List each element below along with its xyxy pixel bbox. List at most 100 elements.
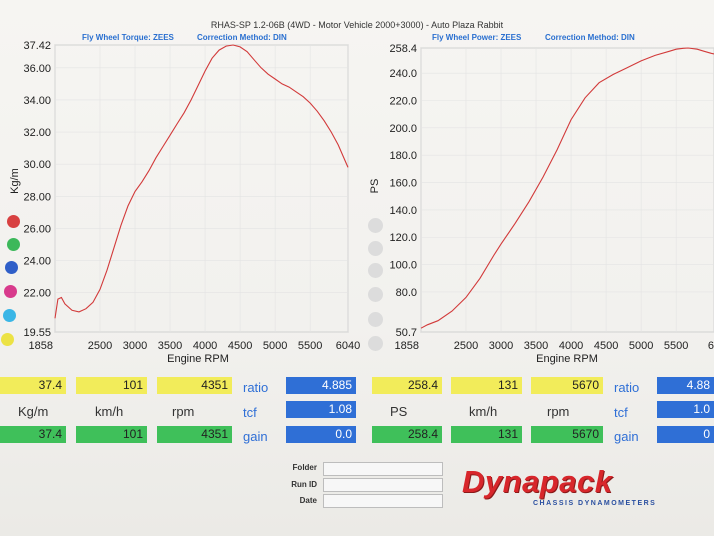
left-readout-speed-2: 101 [76, 426, 147, 443]
power-plot-frame [420, 47, 714, 333]
right-unit-power: PS [390, 404, 408, 419]
right-readout-power-2: 258.4 [372, 426, 442, 443]
right-readout-rpm-2: 5670 [531, 426, 603, 443]
series-dot-empty-6[interactable] [368, 336, 383, 351]
run-id-label: Run ID [291, 480, 317, 489]
right-value-ratio: 4.88 [657, 377, 714, 394]
series-dot-empty-1[interactable] [368, 218, 383, 233]
series-dot-cyan[interactable] [3, 309, 16, 322]
series-dot-empty-4[interactable] [368, 287, 383, 302]
folder-label: Folder [292, 463, 317, 472]
power-y-axis-label: PS [369, 179, 381, 194]
torque-curve [54, 44, 349, 319]
power-y-tick-label: 160.0 [389, 178, 417, 190]
torque-x-axis-label: Engine RPM [167, 353, 229, 365]
power-y-tick-label: 120.0 [389, 232, 417, 244]
torque-y-tick-label: 37.42 [23, 40, 51, 52]
torque-x-tick-label: 5500 [298, 340, 322, 352]
power-y-tick-label: 140.0 [389, 205, 417, 217]
power-x-axis-label: Engine RPM [536, 353, 598, 365]
left-unit-rpm: rpm [172, 404, 195, 419]
dynapack-logo: Dynapack [462, 464, 613, 499]
series-dot-green[interactable] [7, 238, 20, 251]
torque-y-tick-label: 32.00 [23, 127, 51, 139]
power-y-tick-label: 180.0 [389, 150, 417, 162]
left-label-tcf: tcf [243, 405, 257, 420]
power-chart: 1858 2500 3000 3500 4000 4500 5000 5500 60 258.4 2… [369, 43, 714, 365]
power-x-tick-label: 60 [708, 340, 714, 352]
series-dot-yellow[interactable] [1, 333, 14, 346]
run-id-field[interactable] [323, 478, 443, 492]
right-readout-speed-2: 131 [451, 426, 522, 443]
sheet-title: RHAS-SP 1.2-06B (4WD - Motor Vehicle 200… [210, 20, 504, 30]
right-subtitle-power: Fly Wheel Power: ZEES [432, 33, 522, 42]
left-unit-torque: Kg/m [18, 404, 49, 419]
right-unit-rpm: rpm [547, 404, 570, 419]
left-value-gain: 0.0 [286, 426, 356, 443]
power-y-tick-label: 80.0 [396, 287, 417, 299]
power-x-tick-label: 1858 [395, 340, 419, 352]
torque-y-tick-label: 36.00 [23, 63, 51, 75]
torque-y-tick-label: 22.00 [23, 288, 51, 300]
logo-tagline: CHASSIS DYNAMOMETERS [533, 500, 657, 507]
power-x-tick-label: 3500 [524, 340, 548, 352]
left-value-ratio: 4.885 [286, 377, 356, 394]
right-subtitle-correction: Correction Method: DIN [545, 33, 635, 42]
right-value-tcf: 1.0 [657, 401, 714, 418]
torque-y-tick-label: 24.00 [23, 256, 51, 268]
torque-chart: 1858 2500 3000 3500 4000 4500 5000 5500 6040 37.4… [9, 40, 360, 365]
right-unit-speed: km/h [469, 404, 498, 419]
power-x-tick-label: 3000 [489, 340, 513, 352]
power-y-tick-label: 100.0 [389, 260, 417, 272]
torque-x-tick-label: 6040 [336, 340, 360, 352]
torque-y-axis-label: Kg/m [9, 168, 21, 194]
torque-y-tick-label: 30.00 [23, 159, 51, 171]
right-label-gain: gain [614, 429, 639, 444]
left-label-gain: gain [243, 429, 268, 444]
date-label: Date [299, 496, 317, 505]
power-curve [420, 47, 714, 329]
torque-x-tick-label: 1858 [29, 340, 53, 352]
power-x-tick-label: 4000 [559, 340, 583, 352]
torque-x-tick-label: 3000 [123, 340, 147, 352]
torque-x-tick-label: 5000 [263, 340, 287, 352]
right-value-gain: 0 [657, 426, 714, 443]
series-dot-blue[interactable] [5, 261, 18, 274]
torque-y-tick-label: 28.00 [23, 191, 51, 203]
right-label-tcf: tcf [614, 405, 628, 420]
left-readout-torque: 37.4 [0, 377, 66, 394]
left-subtitle-correction: Correction Method: DIN [197, 33, 287, 42]
torque-x-tick-label: 2500 [88, 340, 112, 352]
torque-y-tick-label: 34.00 [23, 95, 51, 107]
series-dot-empty-3[interactable] [368, 263, 383, 278]
right-readout-speed: 131 [451, 377, 522, 394]
left-label-ratio: ratio [243, 380, 269, 395]
series-dot-empty-2[interactable] [368, 241, 383, 256]
power-x-tick-label: 2500 [454, 340, 478, 352]
torque-x-tick-label: 4500 [228, 340, 252, 352]
power-y-tick-label: 200.0 [389, 123, 417, 135]
torque-y-tick-label: 26.00 [23, 223, 51, 235]
left-readout-torque-2: 37.4 [0, 426, 66, 443]
left-readout-rpm-2: 4351 [157, 426, 232, 443]
right-readout-rpm: 5670 [531, 377, 603, 394]
left-subtitle-torque: Fly Wheel Torque: ZEES [82, 33, 174, 42]
power-x-tick-label: 5000 [629, 340, 653, 352]
torque-x-tick-label: 3500 [158, 340, 182, 352]
power-y-tick-label: 258.4 [389, 43, 417, 55]
power-y-tick-label: 220.0 [389, 96, 417, 108]
power-y-tick-label: 50.7 [396, 327, 417, 339]
right-readout-power: 258.4 [372, 377, 442, 394]
torque-y-tick-label: 19.55 [23, 327, 51, 339]
folder-field[interactable] [323, 462, 443, 476]
right-label-ratio: ratio [614, 380, 640, 395]
series-dot-magenta[interactable] [4, 285, 17, 298]
left-value-tcf: 1.08 [286, 401, 356, 418]
series-dot-empty-5[interactable] [368, 312, 383, 327]
power-x-tick-label: 5500 [664, 340, 688, 352]
date-field[interactable] [323, 494, 443, 508]
torque-x-tick-label: 4000 [193, 340, 217, 352]
series-dot-red[interactable] [7, 215, 20, 228]
left-readout-rpm: 4351 [157, 377, 232, 394]
